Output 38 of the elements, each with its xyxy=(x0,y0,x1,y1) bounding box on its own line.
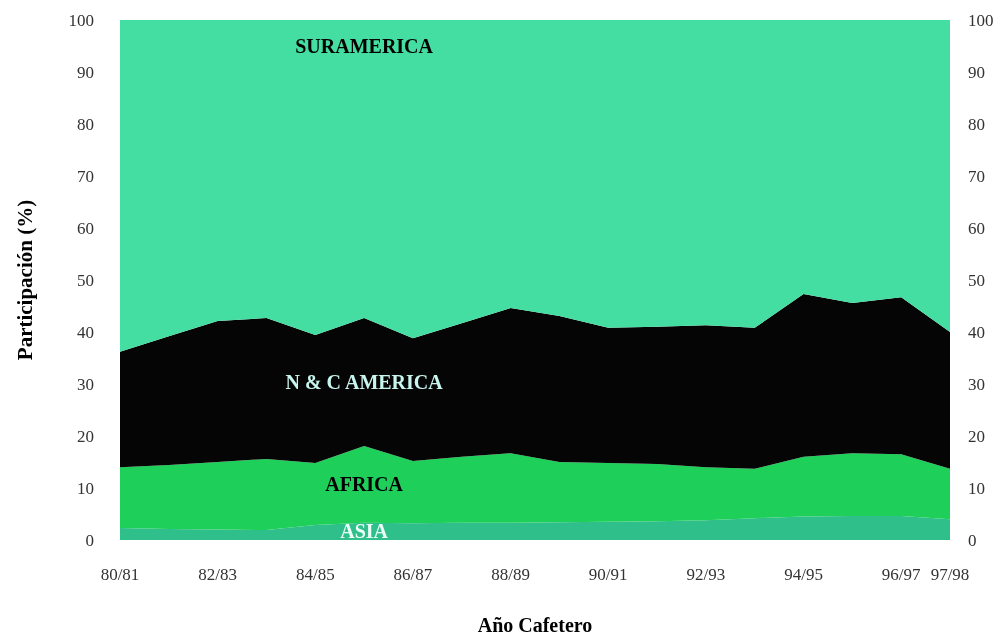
y-tick-label: 0 xyxy=(85,530,94,550)
y-tick-label: 80 xyxy=(77,114,94,134)
y-tick-label: 10 xyxy=(77,478,94,498)
y-tick-label: 60 xyxy=(77,218,94,238)
y-tick-label: 20 xyxy=(77,426,94,446)
x-tick-label: 82/83 xyxy=(198,565,238,584)
y2-tick-label: 70 xyxy=(968,166,985,186)
y2-tick-label: 100 xyxy=(968,10,994,30)
y2-tick-label: 30 xyxy=(968,374,985,394)
x-axis-title: Año Cafetero xyxy=(477,614,593,636)
series-label: AFRICA xyxy=(325,473,404,496)
y2-tick-label: 90 xyxy=(968,62,985,82)
y-tick-label: 70 xyxy=(77,166,94,186)
y2-tick-label: 0 xyxy=(968,530,977,550)
y-tick-label: 50 xyxy=(77,270,94,290)
x-tick-label: 90/91 xyxy=(588,565,628,584)
y-tick-label: 30 xyxy=(77,374,94,394)
series-label: ASIA xyxy=(340,520,389,543)
x-tick-label: 97/98 xyxy=(930,565,970,584)
series-label: N & C AMERICA xyxy=(285,370,444,393)
y-tick-label: 90 xyxy=(77,62,94,82)
x-tick-label: 80/81 xyxy=(100,565,140,584)
x-tick-label: 86/87 xyxy=(393,565,433,584)
x-tick-label: 92/93 xyxy=(686,565,726,584)
y-tick-label: 100 xyxy=(68,10,94,30)
x-tick-label: 96/97 xyxy=(881,565,922,584)
y2-tick-label: 50 xyxy=(968,270,985,290)
x-tick-label: 84/85 xyxy=(295,565,335,584)
y2-tick-label: 40 xyxy=(968,322,985,342)
y2-tick-label: 80 xyxy=(968,114,985,134)
y2-tick-label: 10 xyxy=(968,478,985,498)
y-tick-label: 40 xyxy=(77,322,94,342)
series-label: SURAMERICA xyxy=(295,35,434,57)
y-axis-title: Participación (%) xyxy=(13,199,37,361)
y2-tick-label: 20 xyxy=(968,426,985,446)
x-tick-label: 88/89 xyxy=(491,565,530,584)
y2-tick-label: 60 xyxy=(968,218,985,238)
x-tick-label: 94/95 xyxy=(784,565,823,584)
